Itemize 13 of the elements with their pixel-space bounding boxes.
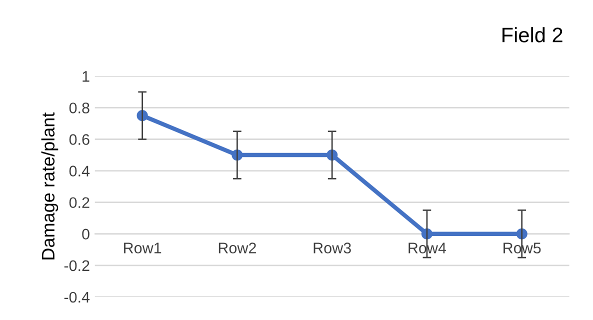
y-tick-label: -0.4 (64, 292, 90, 303)
x-tick-label: Row3 (314, 242, 351, 254)
y-tick-label: 0.8 (69, 102, 90, 114)
y-tick-label: 0.6 (69, 134, 90, 145)
y-tick-label: 0 (82, 228, 90, 240)
y-axis-title: Damage rate/plant (41, 112, 58, 260)
y-tick-label: 1 (82, 71, 90, 82)
y-tick-label: -0.2 (64, 260, 90, 272)
y-tick-label: 0.2 (69, 197, 90, 208)
y-tick-label: 0.4 (69, 166, 90, 176)
x-tick-label: Row2 (218, 242, 256, 254)
x-tick-label: Row1 (124, 242, 162, 254)
chart-title: Field 2 (502, 27, 562, 42)
